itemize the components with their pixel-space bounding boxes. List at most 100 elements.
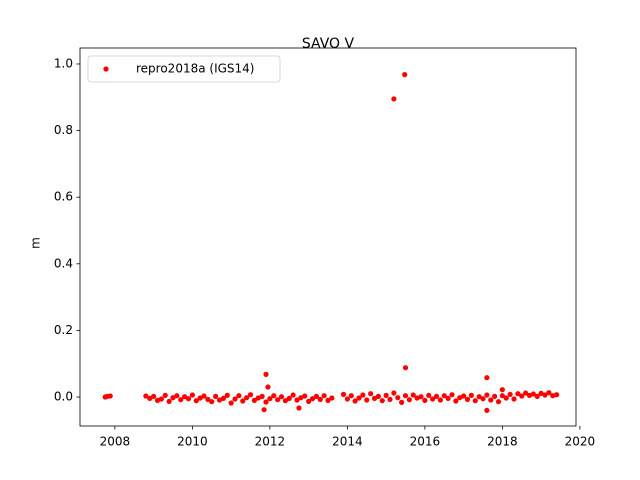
point [232, 396, 238, 402]
point [511, 396, 517, 402]
point [340, 391, 347, 397]
point [296, 405, 302, 411]
point [406, 397, 412, 403]
point [216, 397, 223, 403]
point [158, 396, 164, 402]
x-tick-label: 2014 [332, 435, 363, 449]
legend-label: repro2018a (IGS14) [136, 62, 254, 76]
point [430, 396, 436, 402]
y-tick-label: 0.8 [54, 123, 73, 137]
point [484, 392, 490, 398]
point [205, 396, 211, 402]
point [286, 395, 292, 401]
point [422, 397, 428, 403]
legend-marker [103, 66, 109, 72]
point [468, 392, 474, 398]
point [261, 407, 267, 413]
point [193, 398, 199, 404]
point [306, 398, 312, 404]
point [542, 392, 548, 398]
point [523, 390, 529, 396]
point [352, 398, 358, 404]
y-tick-label: 1.0 [54, 56, 73, 70]
point [449, 392, 455, 398]
point [387, 396, 393, 402]
x-tick-label: 2016 [410, 435, 441, 449]
point [554, 392, 560, 398]
point [375, 393, 381, 399]
point [410, 392, 416, 398]
point [267, 396, 273, 402]
point [484, 407, 490, 413]
point [224, 392, 230, 398]
point [464, 396, 471, 402]
point [263, 371, 269, 377]
point [329, 395, 335, 401]
point [271, 393, 277, 399]
point [302, 393, 308, 399]
point [298, 395, 304, 401]
point [240, 398, 246, 404]
point [383, 392, 389, 398]
point [418, 394, 424, 400]
point [499, 393, 505, 399]
point [213, 393, 219, 399]
point [441, 393, 447, 399]
x-tick-label: 2010 [177, 435, 208, 449]
point [364, 397, 370, 403]
x-tick-label: 2018 [487, 435, 518, 449]
point [247, 392, 254, 398]
point [174, 393, 180, 399]
point [201, 393, 207, 399]
point [368, 391, 374, 397]
point [143, 393, 149, 399]
y-tick-label: 0.0 [54, 390, 73, 404]
point [265, 384, 271, 390]
point [151, 393, 157, 399]
point [437, 397, 443, 403]
point [461, 393, 467, 399]
legend-box [87, 55, 281, 83]
point [220, 395, 226, 401]
point [275, 397, 281, 403]
point [538, 390, 544, 396]
point [453, 398, 459, 404]
point [162, 392, 168, 398]
point [317, 396, 323, 402]
point [185, 396, 192, 402]
point [507, 391, 513, 397]
point [395, 395, 401, 401]
point [182, 394, 188, 400]
point [309, 396, 316, 402]
point [391, 96, 397, 102]
point [236, 393, 242, 399]
y-axis-label: m [29, 237, 43, 249]
point [178, 397, 184, 403]
point [503, 395, 509, 401]
point [492, 393, 498, 399]
point [147, 395, 153, 401]
point [166, 398, 172, 404]
point [530, 391, 536, 397]
y-tick-label: 0.6 [54, 190, 73, 204]
point [534, 393, 540, 399]
point [399, 399, 405, 405]
point [263, 399, 269, 405]
x-tick-label: 2020 [565, 435, 596, 449]
point [251, 397, 257, 403]
point [402, 393, 409, 399]
point [360, 392, 366, 398]
point [546, 390, 552, 396]
point [476, 394, 482, 400]
point [480, 396, 486, 402]
point [282, 398, 288, 404]
x-tick-label: 2008 [100, 435, 131, 449]
point [402, 365, 409, 371]
point [426, 392, 432, 398]
point [189, 392, 195, 398]
point [445, 395, 451, 401]
point [379, 398, 385, 404]
point [391, 390, 397, 396]
point [344, 396, 350, 402]
